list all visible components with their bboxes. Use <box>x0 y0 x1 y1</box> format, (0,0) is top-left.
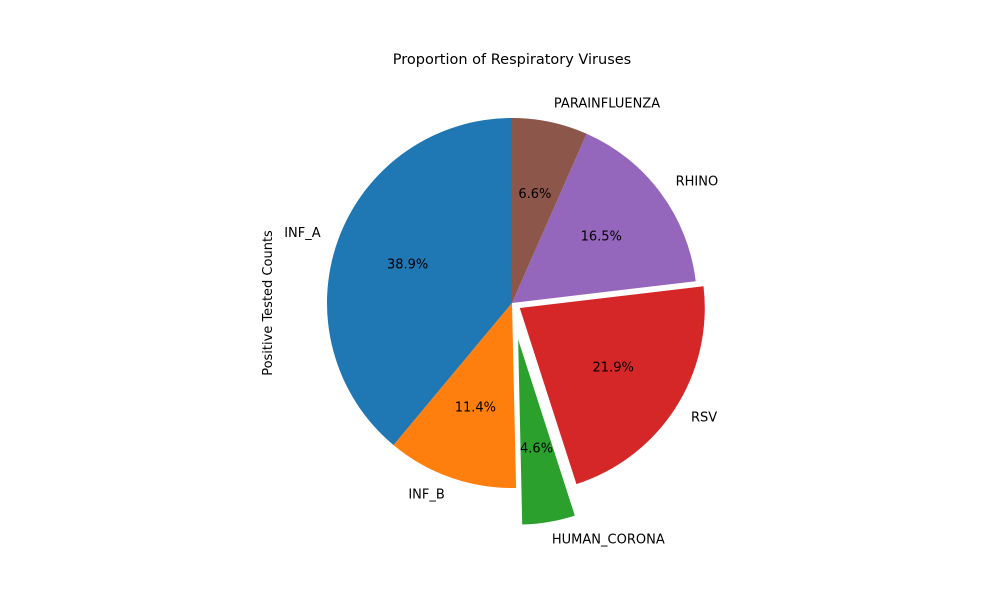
slice-label-rhino: RHINO <box>676 174 719 189</box>
pie-slice-inf-a <box>327 118 512 446</box>
pie-slice-parainfluenza <box>512 118 587 303</box>
pie-slice-rsv <box>519 286 705 485</box>
slice-label-rsv: RSV <box>691 410 717 425</box>
pie-slice-inf-b <box>393 303 517 488</box>
chart-title: Proportion of Respiratory Viruses <box>393 52 632 68</box>
slice-label-inf-b: INF_B <box>408 488 444 503</box>
pie-slice-human-corona <box>518 339 575 525</box>
pie-labels: INF_A 38.9% INF_B 11.4% HUMAN_CORONA 4.6% RSV 2… <box>284 96 718 547</box>
slice-percent-rhino: 16.5% <box>581 229 622 244</box>
slice-label-inf-a: INF_A <box>284 226 321 241</box>
slice-label-human-corona: HUMAN_CORONA <box>552 533 665 548</box>
slice-percent-inf-b: 11.4% <box>455 400 496 415</box>
slice-percent-rsv: 21.9% <box>593 360 634 375</box>
pie-slices <box>327 118 705 525</box>
slice-percent-parainfluenza: 6.6% <box>518 187 551 202</box>
pie-slice-rhino <box>512 133 696 303</box>
slice-label-parainfluenza: PARAINFLUENZA <box>554 96 660 111</box>
slice-percent-inf-a: 38.9% <box>387 258 428 273</box>
y-axis-label: Positive Tested Counts <box>261 230 276 376</box>
slice-percent-human-corona: 4.6% <box>520 441 553 456</box>
